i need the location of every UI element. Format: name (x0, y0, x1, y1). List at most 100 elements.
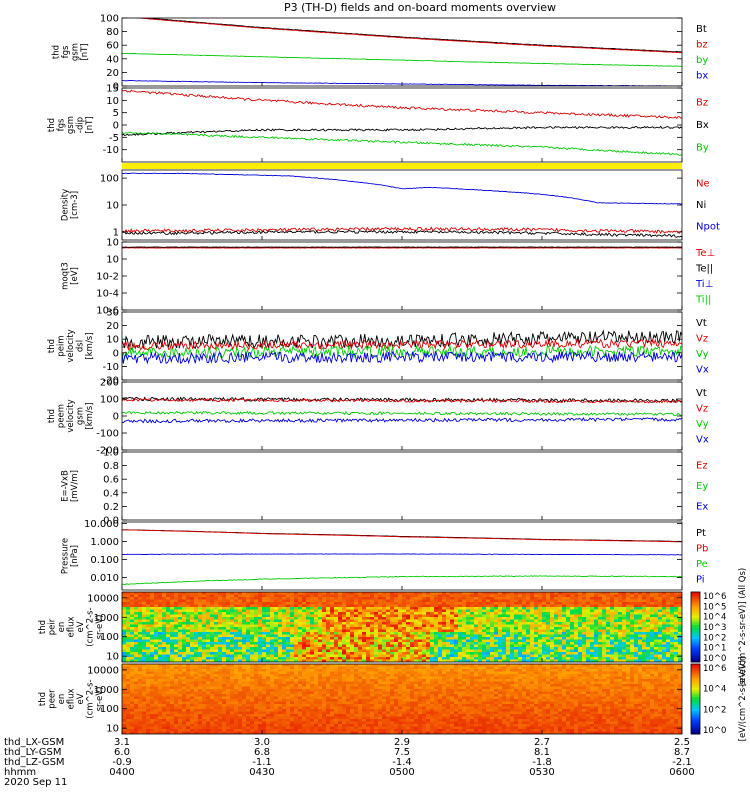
y-tick-label: 10000 (87, 593, 119, 604)
orbit-value: 0400 (109, 767, 134, 778)
orbit-value: 0530 (529, 767, 554, 778)
y-tick-label: 100 (100, 14, 119, 25)
y-tick-label: 10 (106, 96, 119, 107)
y-axis-label: eV (76, 621, 86, 632)
y-axis-label: [nT] (85, 116, 95, 133)
y-tick-label: 10-4 (96, 289, 119, 300)
series-line-By (122, 131, 682, 156)
series-lines (122, 89, 682, 156)
panel-frame (121, 451, 683, 521)
legend-Te||: Te|| (695, 263, 713, 274)
y-axis-label: Density (61, 189, 71, 221)
y-tick-label: 1.000 (90, 537, 119, 548)
orbit-value: 0430 (249, 767, 274, 778)
series-line-Bz (122, 89, 682, 120)
y-axis-label: [km/s] (85, 402, 95, 429)
legend-By: By (696, 143, 709, 154)
y-axis-label: moqt3 (61, 262, 71, 290)
y-tick-label: -5 (109, 133, 119, 144)
y-tick-label: 0.010 (90, 573, 119, 584)
orbit-value: 2.9 (394, 737, 410, 748)
series-line-Pe (122, 575, 682, 586)
y-axis-label: thd (47, 339, 57, 353)
orbit-value: 8.7 (674, 747, 690, 758)
panel-10: 10^0 10^2 10^4 10^6 [eV/(cm^2-s-sr-eV)] 10 100… (38, 657, 748, 742)
legend-Ni: Ni (696, 200, 706, 211)
y-tick-label: 60 (106, 41, 119, 52)
y-tick-label: 0.8 (103, 461, 119, 472)
orbit-table: thd_LX-GSM 3.1 3.0 2.9 2.7 2.5 thd_LY-GSM 6.0 6.… (4, 82, 695, 788)
series-line-Vt (122, 396, 682, 404)
y-axis-label: gsm (66, 116, 76, 134)
y-tick-label: -20 (103, 376, 119, 387)
y-axis-label: thd (38, 620, 48, 634)
panel-9: 10^010^110^210^310^410^510^6 [eV/(cm^2-s-… (38, 568, 748, 686)
y-axis-label: fgs (57, 118, 67, 131)
panel-7: Ez Ey Ex 0.0 0.2 0.4 0.6 0.8 1.0 E=-VxB [mV/m] (61, 448, 709, 527)
y-tick-label: -200 (96, 446, 119, 457)
y-tick-label: 200 (100, 378, 119, 389)
y-tick-label: 10 (106, 238, 119, 249)
orbit-value: 3.0 (254, 737, 270, 748)
panel-frame (121, 17, 683, 87)
series-line-Pi (122, 553, 682, 556)
legend-Ti||: Ti|| (695, 294, 711, 305)
y-tick-label: 10 (106, 255, 119, 266)
y-axis-label: [nPa] (70, 545, 80, 567)
series-lines (122, 172, 682, 238)
panel-frame (121, 381, 683, 451)
series-line-bz (134, 18, 682, 54)
legend-Vx: Vx (696, 434, 709, 445)
y-tick-label: 0 (113, 82, 119, 93)
colorbar: 10^0 10^2 10^4 10^6 [eV/(cm^2-s-sr-eV)] (690, 657, 748, 741)
y-tick-label: 10 (106, 652, 119, 663)
y-axis-label: Pressure (61, 538, 71, 574)
orbit-row-label: thd_LX-GSM (4, 737, 64, 748)
y-tick-label: 100 (100, 704, 119, 715)
orbit-value: 0600 (669, 767, 694, 778)
y-axis-label: gsm (76, 407, 86, 425)
colorbar-tick-label: 10^5 (703, 602, 726, 612)
y-tick-label: 0.4 (103, 488, 119, 499)
y-tick-label: 1 (113, 227, 119, 238)
y-axis-label: eV (76, 693, 86, 704)
y-axis-label: (cm^2-s- (86, 607, 96, 646)
y-axis-label: eflux (67, 688, 77, 709)
legend-Vt: Vt (696, 318, 707, 329)
y-tick-label: 10-6 (96, 306, 119, 317)
y-tick-label: 10-2 (96, 272, 119, 283)
y-tick-label: 100 (100, 174, 119, 185)
series-lines (122, 529, 682, 586)
y-tick-label: 0.6 (103, 475, 119, 486)
legend-bz: bz (696, 39, 708, 50)
orbit-value: -1.4 (392, 757, 412, 768)
y-axis-label: fgs (61, 45, 71, 58)
legend-Vy: Vy (696, 349, 709, 360)
y-tick-label: 0.2 (103, 502, 119, 513)
y-axis-label: thd (47, 118, 57, 132)
date-label: 2020 Sep 11 (4, 777, 67, 788)
series-lines (122, 18, 682, 86)
legend-Pi: Pi (696, 574, 705, 585)
panel-5: Vt Vz Vy Vx -20 -10 0 10 20 30 thd peim velocity dsl[… (47, 308, 709, 387)
panel-1: Bt bz by bx 0 20 40 60 80 100 thd fgs gsm [nT] (52, 14, 709, 93)
legend-Ex: Ex (696, 502, 708, 513)
y-axis-label: peir (48, 618, 58, 635)
legend-Vt: Vt (696, 388, 707, 399)
y-tick-label: 0.100 (90, 555, 119, 566)
orbit-row-label: hhmm (4, 767, 36, 778)
y-tick-label: 1.0 (103, 448, 119, 459)
y-tick-label: 5 (113, 108, 119, 119)
colorbar-tick-label: 10^1 (703, 644, 726, 654)
y-tick-label: 80 (106, 27, 119, 38)
y-tick-label: -10 (103, 362, 119, 373)
panel-frame (121, 87, 683, 163)
legend-Ez: Ez (696, 460, 708, 471)
y-axis-label: [nT] (80, 43, 90, 60)
orbit-row-label: thd_LZ-GSM (4, 757, 65, 768)
y-axis-label: thd (47, 409, 57, 423)
y-axis-label: [eV] (70, 267, 80, 285)
orbit-value: 6.0 (114, 747, 130, 758)
legend-Pe: Pe (696, 559, 708, 570)
y-tick-label: 100 (100, 395, 119, 406)
